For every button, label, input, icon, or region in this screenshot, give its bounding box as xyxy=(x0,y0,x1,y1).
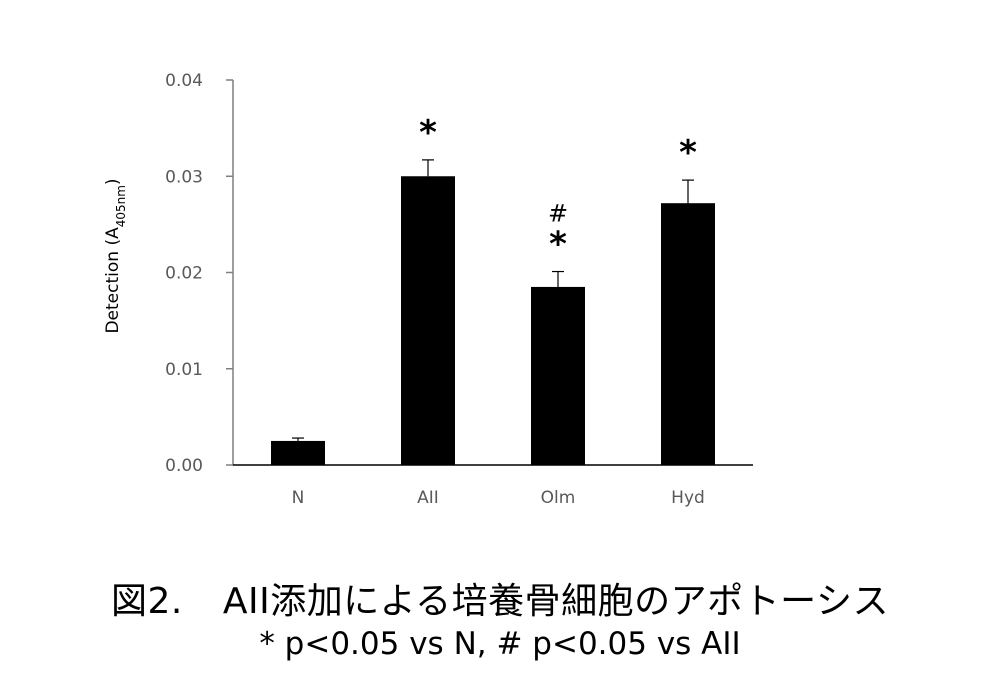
y-tick-label: 0.04 xyxy=(165,71,203,91)
significance-star-AII: * xyxy=(419,113,437,153)
y-tick-label: 0.00 xyxy=(165,456,203,476)
y-axis-label-sub: 405nm xyxy=(114,185,128,227)
y-axis: 0.00 0.01 0.02 0.03 0.04 xyxy=(165,71,234,476)
significance-star-Hyd: * xyxy=(679,133,697,173)
y-axis-label-main: Detection (A xyxy=(103,227,123,334)
figure-title: AII添加による培養骨細胞のアポトーシス xyxy=(222,581,889,622)
bar-AII xyxy=(401,176,455,465)
y-axis-label: Detection (A405nm) xyxy=(103,178,128,333)
figure-number: 図2. xyxy=(111,581,183,622)
y-axis-label-end: ) xyxy=(103,178,123,185)
bar-Olm xyxy=(531,286,585,465)
bar-Hyd xyxy=(661,203,715,465)
category-label-N: N xyxy=(292,488,305,508)
y-tick-label: 0.02 xyxy=(165,264,203,284)
caption-title-line: 図2. AII添加による培養骨細胞のアポトーシス xyxy=(0,572,1000,624)
y-tick-label: 0.03 xyxy=(165,167,203,187)
caption-note: * p<0.05 vs N, # p<0.05 vs AII xyxy=(259,626,741,662)
category-label-Olm: Olm xyxy=(541,488,576,508)
category-label-Hyd: Hyd xyxy=(671,488,705,508)
bar-N xyxy=(271,440,325,465)
significance-hash-Olm: # xyxy=(548,200,568,228)
category-label-AII: AII xyxy=(417,488,439,508)
significance-star-Olm: * xyxy=(549,225,567,265)
bar-chart: 0.000.010.020.030.04 **#* N AII Olm Hyd Det… xyxy=(103,71,753,508)
y-tick-label: 0.01 xyxy=(165,360,203,380)
